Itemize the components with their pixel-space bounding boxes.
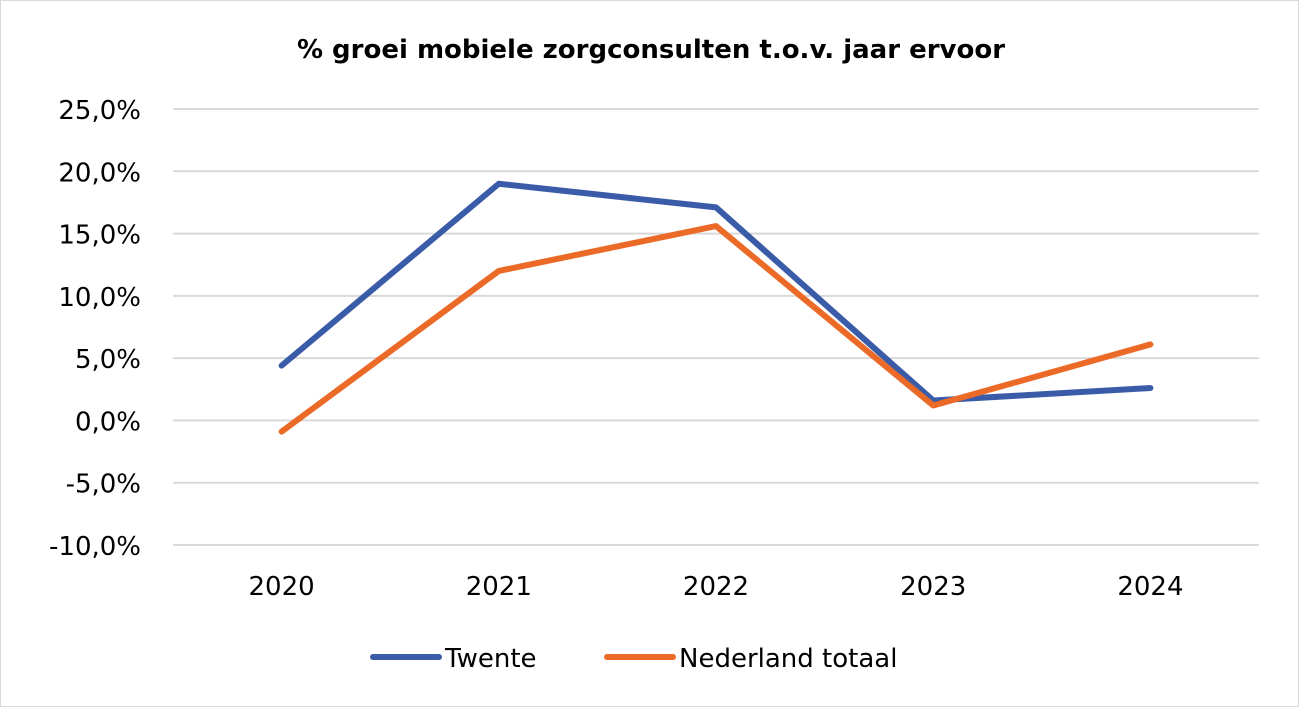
chart-title: % groei mobiele zorgconsulten t.o.v. jaa…: [297, 35, 1005, 65]
x-tick-label: 2020: [249, 572, 315, 602]
x-tick-label: 2021: [466, 572, 532, 602]
y-tick-label: 10,0%: [58, 283, 141, 313]
y-tick-label: 20,0%: [58, 158, 141, 188]
y-tick-label: 0,0%: [75, 407, 141, 437]
y-tick-label: -10,0%: [49, 532, 141, 562]
series-line-0: [282, 184, 1151, 401]
y-tick-label: 5,0%: [75, 345, 141, 375]
x-tick-label: 2022: [683, 572, 749, 602]
y-tick-label: 15,0%: [58, 221, 141, 251]
y-tick-label: -5,0%: [66, 470, 141, 500]
y-tick-label: 25,0%: [58, 96, 141, 126]
x-tick-label: 2024: [1117, 572, 1183, 602]
legend-label: Twente: [444, 644, 537, 674]
legend-label: Nederland totaal: [679, 644, 897, 674]
x-tick-label: 2023: [900, 572, 966, 602]
